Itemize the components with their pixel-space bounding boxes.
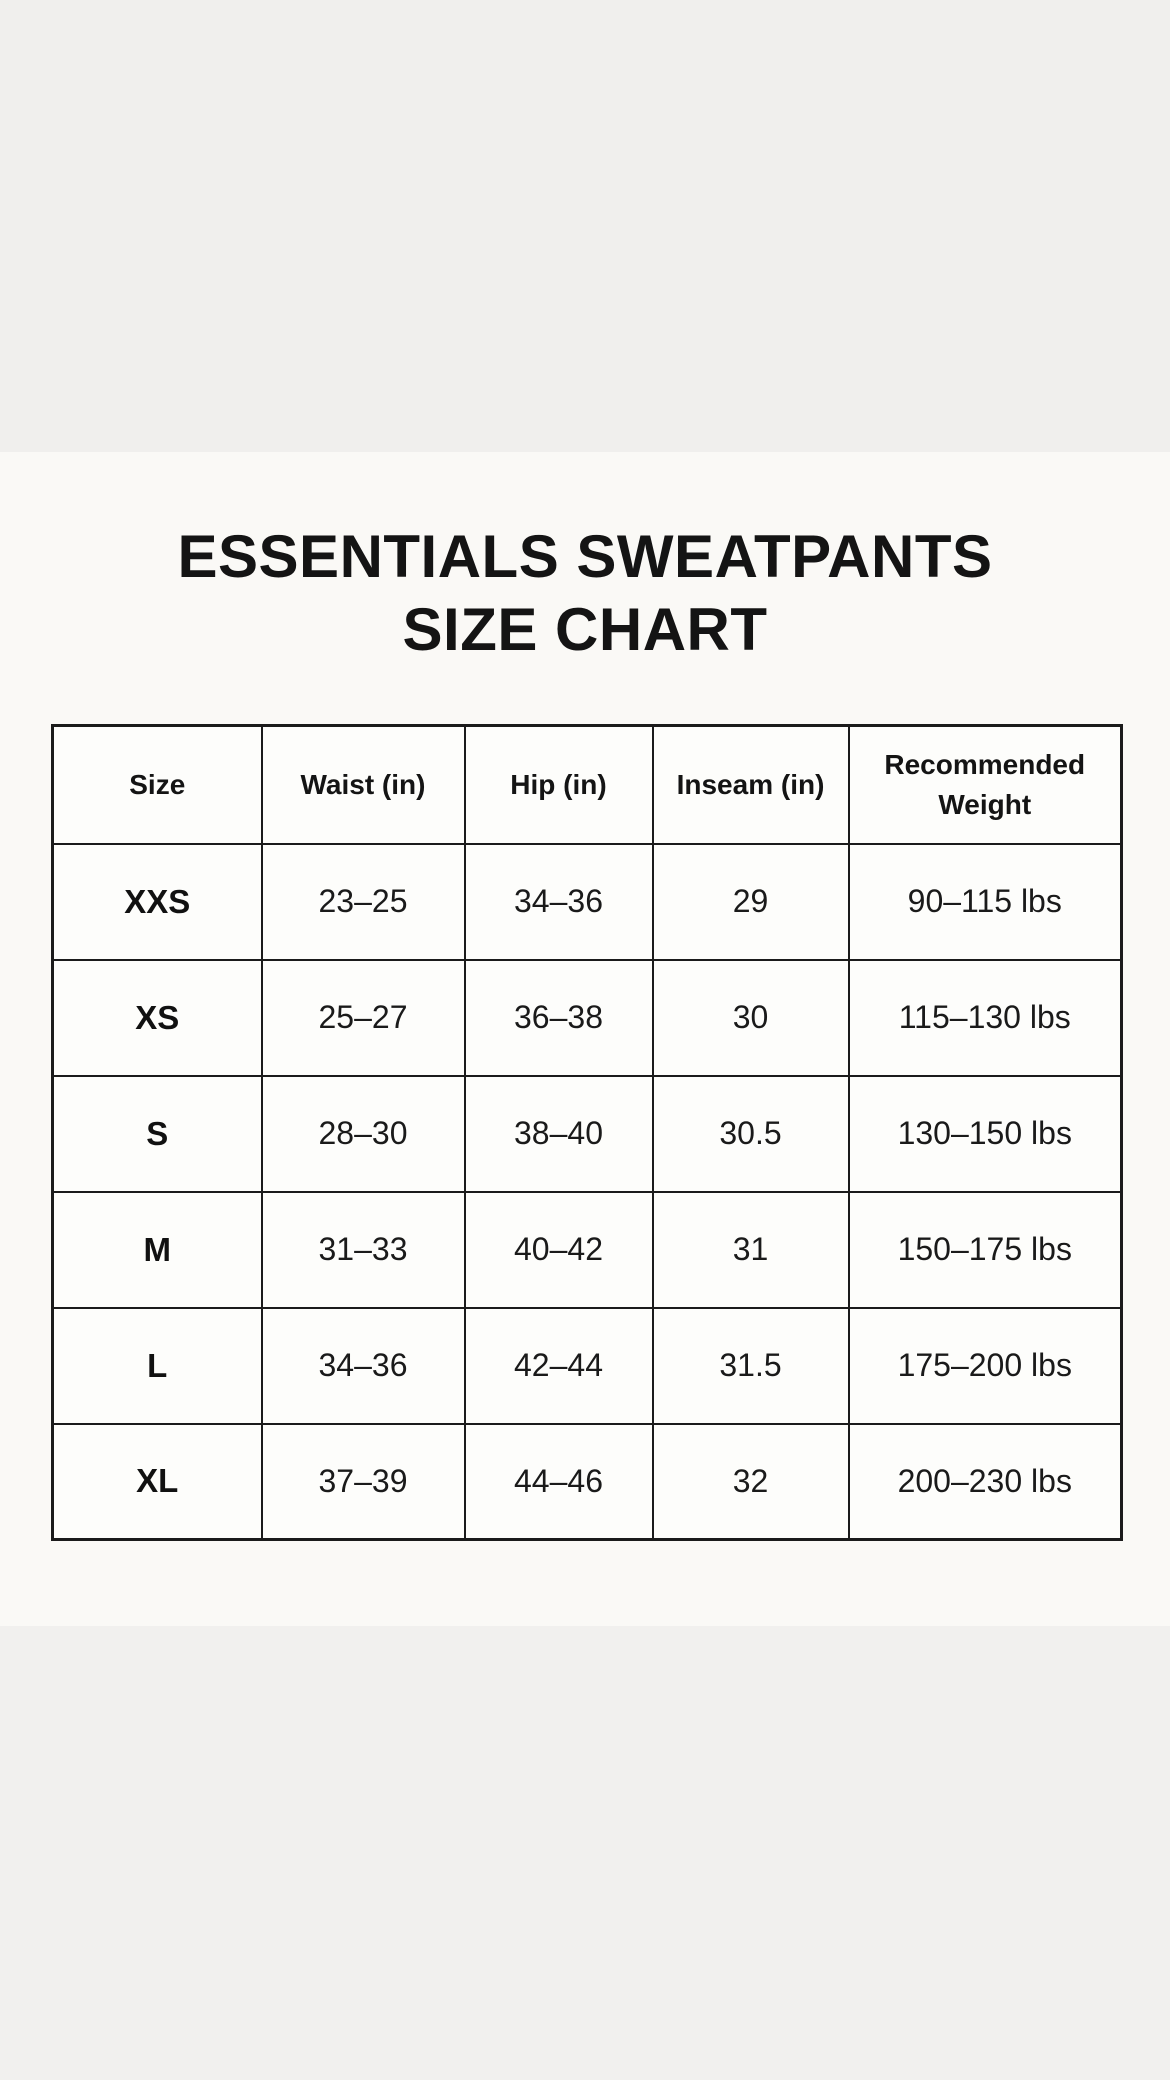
waist-cell: 25–27 <box>260 958 466 1077</box>
size-cell: L <box>51 1306 263 1425</box>
inseam-cell: 29 <box>651 842 850 961</box>
waist-cell: 34–36 <box>260 1306 466 1425</box>
bottom-background-band <box>0 1626 1170 2080</box>
inseam-cell: 32 <box>651 1422 850 1541</box>
waist-cell: 31–33 <box>260 1190 466 1309</box>
weight-cell: 115–130 lbs <box>847 958 1123 1077</box>
weight-cell: 200–230 lbs <box>847 1422 1123 1541</box>
table-body: XXS 23–25 34–36 29 90–115 lbs XS 25–27 36–38 30 1… <box>51 842 1123 1541</box>
hip-cell: 36–38 <box>463 958 654 1077</box>
inseam-cell: 31 <box>651 1190 850 1309</box>
page-title-line-2: SIZE CHART <box>402 596 768 663</box>
weight-cell: 150–175 lbs <box>847 1190 1123 1309</box>
size-cell: S <box>51 1074 263 1193</box>
column-header-waist: Waist (in) <box>260 724 466 845</box>
table-row: XL 37–39 44–46 32 200–230 lbs <box>51 1422 1123 1541</box>
table-header-row: Size Waist (in) Hip (in) Inseam (in) Rec… <box>51 724 1123 845</box>
waist-cell: 37–39 <box>260 1422 466 1541</box>
column-header-recommended-weight: Recommended Weight <box>847 724 1123 845</box>
size-chart-table: Size Waist (in) Hip (in) Inseam (in) Rec… <box>51 724 1123 1541</box>
page-title: ESSENTIALS SWEATPANTS SIZE CHART <box>0 520 1170 666</box>
weight-cell: 130–150 lbs <box>847 1074 1123 1193</box>
weight-cell: 90–115 lbs <box>847 842 1123 961</box>
size-cell: M <box>51 1190 263 1309</box>
size-cell: XS <box>51 958 263 1077</box>
waist-cell: 23–25 <box>260 842 466 961</box>
hip-cell: 38–40 <box>463 1074 654 1193</box>
table-row: XS 25–27 36–38 30 115–130 lbs <box>51 958 1123 1077</box>
hip-cell: 44–46 <box>463 1422 654 1541</box>
hip-cell: 34–36 <box>463 842 654 961</box>
table-row: L 34–36 42–44 31.5 175–200 lbs <box>51 1306 1123 1425</box>
inseam-cell: 30 <box>651 958 850 1077</box>
table-row: S 28–30 38–40 30.5 130–150 lbs <box>51 1074 1123 1193</box>
hip-cell: 40–42 <box>463 1190 654 1309</box>
size-cell: XL <box>51 1422 263 1541</box>
table-row: XXS 23–25 34–36 29 90–115 lbs <box>51 842 1123 961</box>
size-cell: XXS <box>51 842 263 961</box>
column-header-hip: Hip (in) <box>463 724 654 845</box>
table-header: Size Waist (in) Hip (in) Inseam (in) Rec… <box>51 724 1123 845</box>
column-header-size: Size <box>51 724 263 845</box>
hip-cell: 42–44 <box>463 1306 654 1425</box>
weight-cell: 175–200 lbs <box>847 1306 1123 1425</box>
inseam-cell: 31.5 <box>651 1306 850 1425</box>
waist-cell: 28–30 <box>260 1074 466 1193</box>
column-header-inseam: Inseam (in) <box>651 724 850 845</box>
table-row: M 31–33 40–42 31 150–175 lbs <box>51 1190 1123 1309</box>
inseam-cell: 30.5 <box>651 1074 850 1193</box>
top-background-band <box>0 0 1170 452</box>
page-title-line-1: ESSENTIALS SWEATPANTS <box>177 523 993 590</box>
